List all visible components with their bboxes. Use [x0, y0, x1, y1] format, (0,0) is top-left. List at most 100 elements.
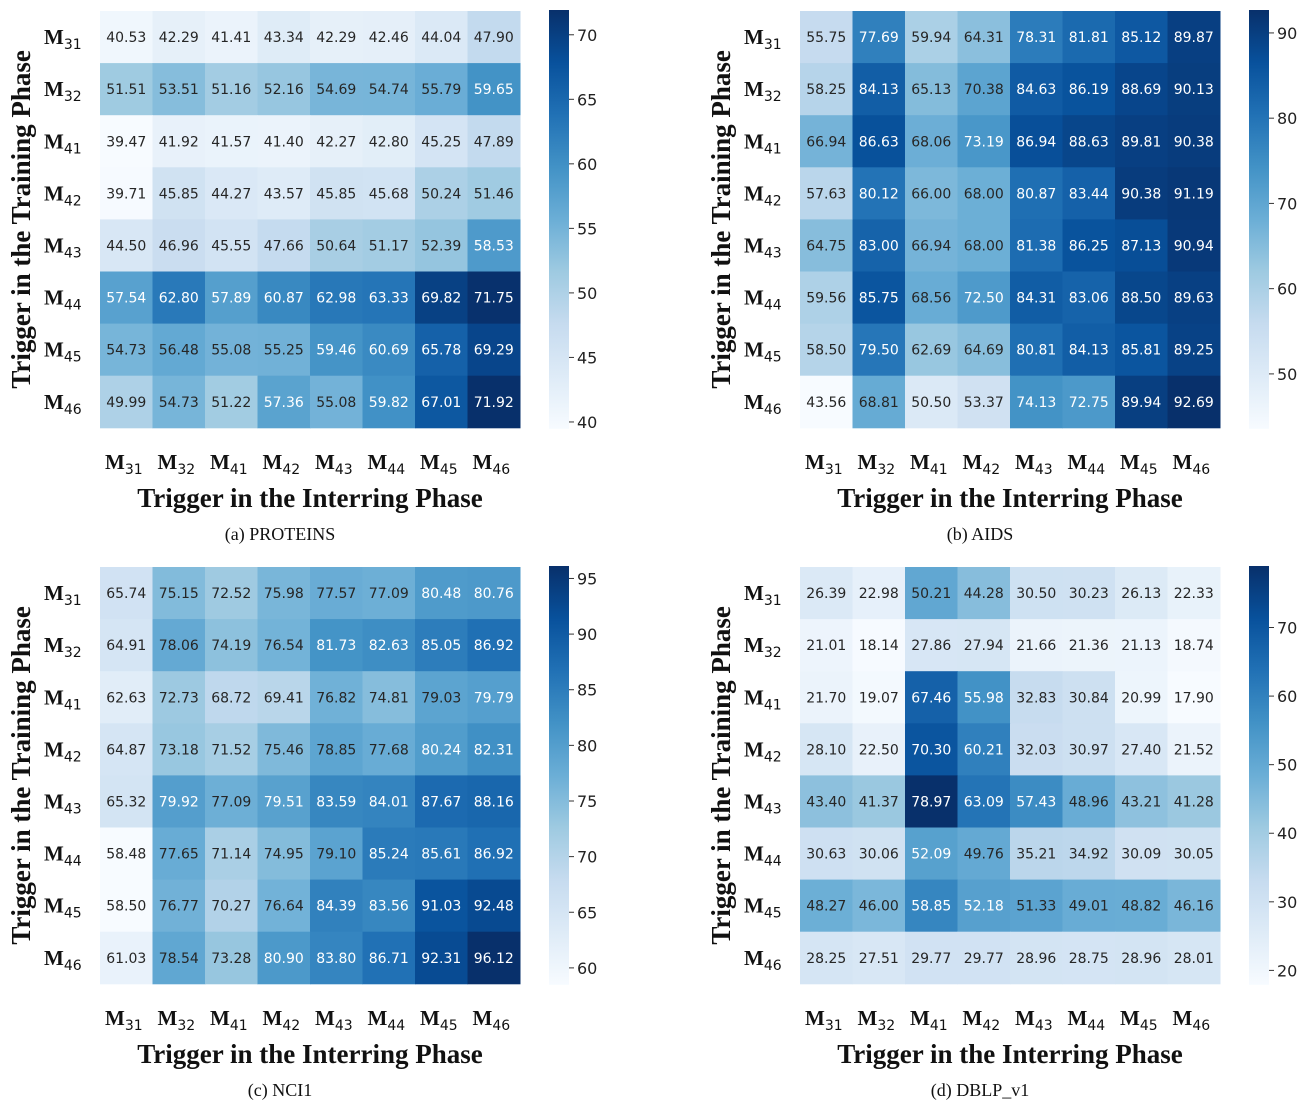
cell-value-label: 74.95: [264, 847, 304, 863]
subfigure-caption: (c) NCI1: [248, 1080, 312, 1101]
heatmap-cell: [800, 219, 853, 272]
x-tick-label: M42: [963, 1006, 1001, 1034]
heatmap-cell: [1062, 879, 1116, 933]
cell-value-label: 26.13: [1121, 586, 1161, 602]
colorbar-tick-label: 70: [577, 26, 597, 45]
cell-value-label: 30.63: [806, 847, 846, 863]
cell-value-label: 44.04: [421, 30, 461, 46]
heatmap-cell: [1115, 323, 1168, 377]
cell-value-label: 86.19: [1069, 82, 1109, 98]
heatmap-panel-proteins: Trigger in the Training Phase 40.53 42.29 4…: [0, 0, 657, 556]
heatmap-cell: [310, 723, 363, 776]
cell-value-label: 34.92: [1069, 847, 1109, 863]
cell-value-label: 79.79: [474, 690, 514, 706]
cell-value-label: 70.27: [211, 899, 251, 915]
cell-value-label: 26.39: [806, 586, 846, 602]
heatmap-cell: [800, 671, 853, 724]
heatmap-cell: [957, 219, 1011, 272]
cell-value-label: 65.78: [421, 343, 461, 359]
heatmap-cell: [415, 219, 468, 272]
cell-value-label: 17.90: [1174, 690, 1214, 706]
cell-value-label: 84.39: [316, 899, 356, 915]
heatmap-cell: [1010, 879, 1063, 933]
cell-value-label: 87.67: [421, 794, 461, 810]
cell-value-label: 82.31: [474, 742, 514, 758]
cell-value-label: 76.77: [159, 899, 199, 915]
cell-value-label: 27.40: [1121, 742, 1161, 758]
cell-value-label: 42.29: [316, 30, 356, 46]
heatmap-cell: [467, 671, 521, 724]
y-tick-label: M31: [744, 25, 782, 53]
cell-value-label: 42.27: [316, 134, 356, 150]
heatmap-cell: [1115, 775, 1168, 828]
colorbar-tick-label: 20: [1277, 961, 1297, 980]
cell-value-label: 45.55: [211, 238, 251, 254]
heatmap-cell: [1062, 931, 1116, 985]
heatmap-nci1: Trigger in the Training Phase 65.74 75.15 7…: [6, 566, 597, 1101]
heatmap-cell: [1115, 671, 1168, 724]
cell-value-label: 81.81: [1069, 30, 1109, 46]
cell-value-label: 79.50: [859, 343, 899, 359]
heatmap-cell: [257, 775, 311, 828]
heatmap-cell: [415, 931, 468, 985]
x-axis-title: Trigger in the Interring Phase: [837, 483, 1182, 513]
heatmap-cell: [1115, 827, 1168, 881]
y-tick-label: M32: [44, 77, 82, 105]
cell-value-label: 45.85: [316, 186, 356, 202]
cell-value-label: 64.69: [964, 343, 1004, 359]
colorbar-tick-label: 65: [577, 90, 597, 109]
heatmap-cell: [415, 723, 468, 776]
cell-value-label: 18.74: [1174, 638, 1214, 654]
cell-value-label: 78.85: [316, 742, 356, 758]
cell-value-label: 76.54: [264, 638, 304, 654]
x-tick-label: M45: [1120, 450, 1158, 478]
cell-value-label: 90.38: [1174, 134, 1214, 150]
cell-value-label: 41.28: [1174, 794, 1214, 810]
heatmap-cell: [152, 323, 206, 377]
cell-value-label: 60.87: [264, 291, 304, 307]
cell-value-label: 79.51: [264, 794, 304, 810]
x-tick-label: M41: [910, 1006, 948, 1034]
heatmap-cell: [905, 879, 958, 933]
cell-value-label: 40.53: [106, 30, 146, 46]
heatmap-cell: [362, 879, 416, 933]
heatmap-cell: [800, 931, 853, 985]
heatmap-cell: [905, 827, 958, 881]
cell-value-label: 70.30: [911, 742, 951, 758]
cell-value-label: 79.10: [316, 847, 356, 863]
y-tick-label: M43: [744, 233, 782, 261]
colorbar: [549, 10, 569, 429]
heatmap-cell: [800, 375, 853, 429]
heatmap-cell: [1010, 567, 1063, 620]
heatmap-cell: [800, 115, 853, 168]
heatmap-cell: [310, 271, 363, 325]
heatmap-cell: [257, 671, 311, 724]
y-tick-label: M41: [44, 129, 82, 157]
cell-value-label: 65.32: [106, 794, 146, 810]
heatmap-cell: [852, 115, 906, 168]
colorbar-tick-label: 95: [577, 569, 597, 588]
x-tick-label: M41: [210, 450, 248, 478]
heatmap-cell: [1062, 167, 1116, 220]
heatmap-cell: [152, 375, 206, 429]
cell-value-label: 74.81: [369, 690, 409, 706]
heatmap-cell: [1062, 723, 1116, 776]
cell-value-label: 21.13: [1121, 638, 1161, 654]
cell-value-label: 28.01: [1174, 951, 1214, 967]
cell-value-label: 29.77: [964, 951, 1004, 967]
cell-value-label: 50.24: [421, 186, 461, 202]
heatmap-cell: [362, 723, 416, 776]
heatmap-cell: [152, 827, 206, 881]
heatmap-cell: [362, 931, 416, 985]
cell-value-label: 30.09: [1121, 847, 1161, 863]
cell-value-label: 41.40: [264, 134, 304, 150]
cell-value-label: 55.25: [264, 343, 304, 359]
y-tick-label: M45: [744, 338, 782, 366]
x-tick-label: M42: [263, 1006, 301, 1034]
cell-value-label: 85.12: [1121, 30, 1161, 46]
cell-value-label: 84.13: [1069, 343, 1109, 359]
cell-value-label: 27.94: [964, 638, 1004, 654]
heatmap-cell: [467, 879, 521, 933]
heatmap-cell: [1167, 271, 1221, 325]
heatmap-cell: [257, 567, 311, 620]
